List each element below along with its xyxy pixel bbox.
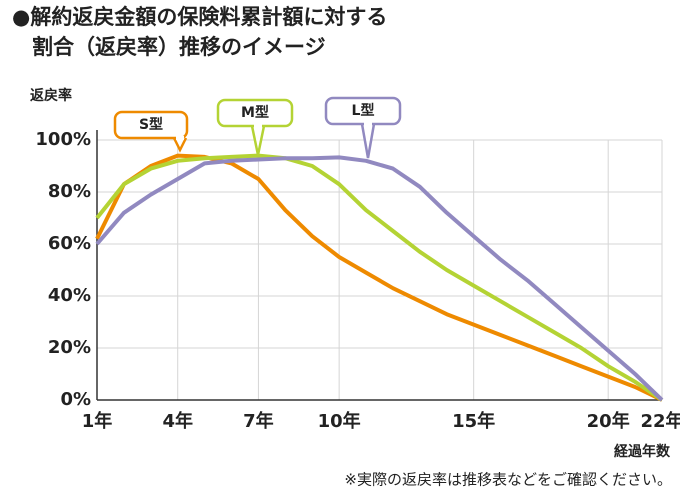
x-tick-label: 1年 <box>82 410 113 432</box>
y-tick-label: 20% <box>48 337 91 358</box>
chart-title: 割合（返戻率）推移のイメージ <box>32 35 326 59</box>
legend-callout: S型 <box>113 110 189 153</box>
callout-gap <box>176 136 184 140</box>
legend-label: S型 <box>139 116 163 133</box>
y-tick-label: 60% <box>48 233 91 254</box>
callout-box <box>113 110 189 140</box>
y-tick-label: 0% <box>60 389 91 410</box>
callout-pointer <box>360 123 376 159</box>
x-tick-label: 20年 <box>587 410 630 432</box>
chart-title: ●解約返戻金額の保険料累計額に対する <box>12 5 387 29</box>
callout-pointer <box>250 125 266 156</box>
x-tick-label: 10年 <box>318 410 361 432</box>
legend-callout: L型 <box>324 96 402 159</box>
y-tick-label: 40% <box>48 285 91 306</box>
callout-gap <box>254 124 262 128</box>
legend-label: L型 <box>352 102 375 119</box>
x-tick-label: 4年 <box>162 410 193 432</box>
callout-gap <box>364 122 372 126</box>
x-axis-label: 経過年数 <box>614 443 671 460</box>
y-axis-label: 返戻率 <box>30 87 72 104</box>
callout-pointer <box>172 137 188 153</box>
x-tick-label: 22年 <box>640 410 680 432</box>
series-line <box>95 155 664 402</box>
series-line <box>95 153 663 402</box>
note: ※実際の返戻率は推移表などをご確認ください。 <box>344 471 672 489</box>
x-tick-label: 15年 <box>452 410 495 432</box>
y-tick-label: 100% <box>35 129 91 150</box>
callout-box <box>324 96 402 126</box>
legend-callout: M型 <box>216 98 294 156</box>
x-tick-label: 7年 <box>243 410 274 432</box>
legend-label: M型 <box>241 104 269 121</box>
y-tick-label: 80% <box>48 181 91 202</box>
series-line <box>95 153 664 402</box>
